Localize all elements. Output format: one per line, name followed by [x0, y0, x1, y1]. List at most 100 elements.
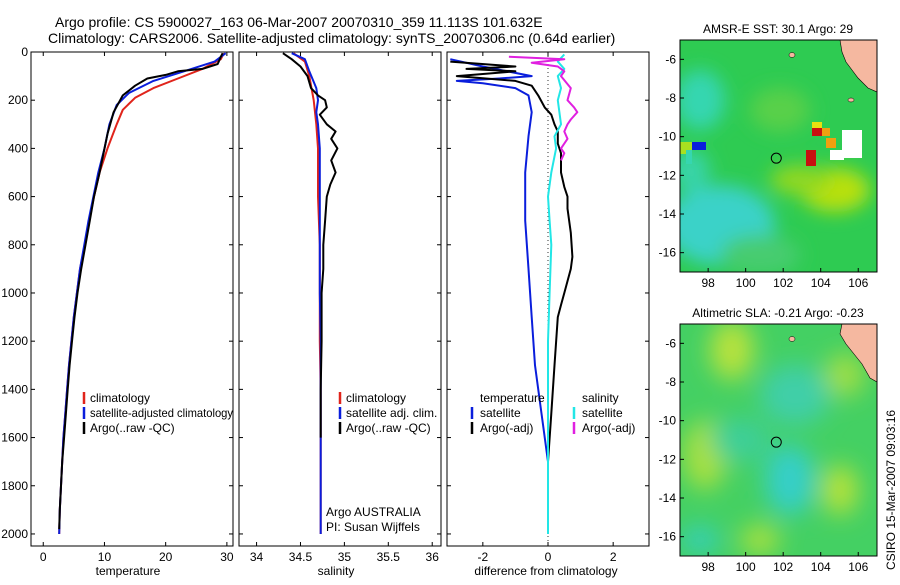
sst-map-frame [679, 39, 878, 273]
legend-argo-raw: Argo(..raw -QC) [90, 421, 175, 435]
temperature-ticks: 0 10 20 30 0 200 400 600 800 1000 1200 1400 1600 1800… [1, 45, 234, 564]
series-line-black [450, 60, 574, 530]
y-tick-label: 0 [21, 45, 28, 59]
map-x-tick-label: 106 [848, 560, 868, 574]
sla-map-ticks: 98 100 102 104 106 -6 -8 -10 -12 -14 -16 [659, 336, 869, 574]
temperature-legend: climatology satellite-adjusted climatolo… [82, 391, 233, 435]
y-tick-label: 1600 [1, 431, 28, 445]
y-tick-label: 200 [8, 93, 28, 107]
salinity-axes-frame [238, 51, 442, 547]
map-y-tick-label: -16 [659, 530, 677, 544]
map-x-tick-label: 100 [736, 560, 756, 574]
legend-satellite-adj-clim: satellite adj. clim. [346, 406, 437, 420]
map-x-tick-label: 104 [811, 560, 831, 574]
map-y-tick-label: -6 [665, 52, 676, 66]
map-x-tick-label: 100 [736, 276, 756, 290]
side-timestamp-label: CSIRO 15-Mar-2007 09:03:16 [884, 410, 898, 570]
map-y-tick-label: -8 [665, 91, 676, 105]
x-tick-label: 2 [610, 550, 617, 564]
legend-argo-raw: Argo(..raw -QC) [346, 421, 431, 435]
sst-heatmap [680, 40, 877, 272]
legend-temp-argo-adj: Argo(-adj) [480, 421, 533, 435]
legend-temperature-header: temperature [480, 391, 545, 405]
salinity-legend: climatology satellite adj. clim. Argo(..… [338, 391, 437, 435]
temperature-panel: 0 10 20 30 0 200 400 600 800 1000 1200 1400 1600 1800… [1, 45, 234, 578]
series-line-red [58, 52, 225, 535]
difference-series [450, 53, 579, 534]
map-y-tick-label: -14 [659, 207, 677, 221]
legend-sal-satellite: satellite [582, 406, 623, 420]
map-x-tick-label: 104 [811, 276, 831, 290]
sla-map-panel: Altimetric SLA: -0.21 Argo: -0.23 98 100 1… [659, 306, 878, 574]
map-x-tick-label: 102 [773, 560, 793, 574]
y-tick-label: 1400 [1, 382, 28, 396]
y-tick-label: 1000 [1, 286, 28, 300]
y-tick-label: 400 [8, 141, 28, 155]
x-tick-label: 34.5 [289, 550, 313, 564]
map-x-tick-label: 106 [848, 276, 868, 290]
figure-title-line2: Climatology: CARS2006. Satellite-adjuste… [48, 30, 615, 46]
map-x-tick-label: 98 [701, 276, 715, 290]
sst-argo-position-marker [770, 152, 782, 164]
x-tick-label: 20 [159, 550, 173, 564]
x-tick-label: 0 [40, 550, 47, 564]
map-y-tick-label: -12 [659, 452, 677, 466]
x-tick-label: 35 [338, 550, 352, 564]
series-line-cyan [547, 53, 566, 534]
map-y-tick-label: -12 [659, 168, 677, 182]
salinity-panel: 34 34.5 35 35.5 36 salinity climatology sate… [238, 51, 442, 578]
legend-satellite-adjusted-climatology: satellite-adjusted climatology [90, 406, 233, 420]
map-x-tick-label: 102 [773, 276, 793, 290]
y-tick-label: 800 [8, 238, 28, 252]
sla-map-title: Altimetric SLA: -0.21 Argo: -0.23 [692, 306, 864, 320]
sla-heatmap [680, 324, 877, 556]
x-tick-label: 36 [426, 550, 440, 564]
sla-argo-position-marker [770, 436, 782, 448]
x-tick-label: 34 [250, 550, 264, 564]
sla-map-frame [679, 323, 878, 557]
temperature-xlabel: temperature [96, 564, 161, 578]
map-y-tick-label: -16 [659, 246, 677, 260]
legend-salinity-header: salinity [582, 391, 619, 405]
series-line-magenta [508, 55, 579, 161]
salinity-ticks: 34 34.5 35 35.5 36 [239, 51, 441, 564]
difference-xlabel: difference from climatology [474, 564, 617, 578]
y-tick-label: 2000 [1, 527, 28, 541]
series-line-black [58, 52, 224, 530]
x-tick-label: 10 [98, 550, 112, 564]
legend-climatology: climatology [90, 391, 150, 405]
difference-panel: -2 0 2 difference from climatology tempera… [446, 51, 650, 578]
map-y-tick-label: -10 [659, 414, 677, 428]
y-tick-label: 600 [8, 190, 28, 204]
x-tick-label: 0 [545, 550, 552, 564]
map-y-tick-label: -14 [659, 491, 677, 505]
map-y-tick-label: -10 [659, 130, 677, 144]
difference-legend: temperature satellite Argo(-adj) salinit… [470, 391, 635, 435]
sst-map-panel: AMSR-E SST: 30.1 Argo: 29 [659, 22, 878, 290]
argo-pi-label: PI: Susan Wijffels [326, 520, 420, 534]
difference-ticks: -2 0 2 [447, 51, 649, 564]
x-tick-label: -2 [478, 550, 489, 564]
y-tick-label: 1800 [1, 479, 28, 493]
figure-title-line1: Argo profile: CS 5900027_163 06-Mar-2007… [55, 14, 543, 30]
series-line-blue [58, 52, 227, 535]
argo-program-label: Argo AUSTRALIA [326, 505, 421, 519]
salinity-xlabel: salinity [318, 564, 355, 578]
map-y-tick-label: -6 [665, 336, 676, 350]
series-line-blue [450, 58, 549, 534]
x-tick-label: 35.5 [377, 550, 401, 564]
legend-sal-argo-adj: Argo(-adj) [582, 421, 635, 435]
sst-map-ticks: 98 100 102 104 106 -6 -8 -10 -12 -14 -16 [659, 52, 869, 290]
salinity-series [282, 52, 339, 534]
legend-climatology: climatology [346, 391, 406, 405]
map-x-tick-label: 98 [701, 560, 715, 574]
legend-temp-satellite: satellite [480, 406, 521, 420]
series-line-black [282, 52, 339, 438]
x-tick-label: 30 [220, 550, 234, 564]
temperature-axes-frame [30, 51, 234, 547]
sst-map-title: AMSR-E SST: 30.1 Argo: 29 [703, 22, 853, 36]
temperature-series [58, 52, 227, 535]
series-line-red [292, 52, 322, 534]
map-y-tick-label: -8 [665, 375, 676, 389]
